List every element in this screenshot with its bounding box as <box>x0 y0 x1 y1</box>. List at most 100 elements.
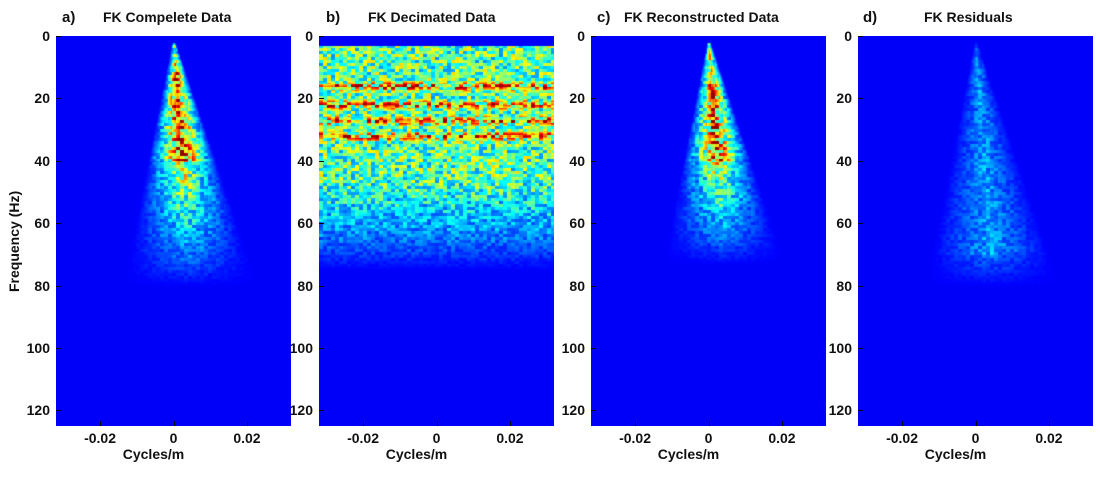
y-tick-mark <box>319 348 324 349</box>
panel-letter: a) <box>62 9 76 26</box>
heatmap-plot-area <box>319 36 554 426</box>
x-tick-mark <box>902 421 904 426</box>
y-tick-label: 60 <box>836 215 852 232</box>
y-tick-mark <box>591 98 596 100</box>
chart-title: FK Residuals <box>924 9 1013 25</box>
y-tick-label: 100 <box>289 340 313 356</box>
y-tick-label: 40 <box>34 152 50 169</box>
x-tick-mark <box>781 421 783 426</box>
y-tick-label: 80 <box>836 277 852 294</box>
heatmap-image <box>858 36 1093 426</box>
y-tick-mark <box>858 410 863 412</box>
heatmap-image <box>56 36 291 426</box>
y-tick-mark <box>591 348 596 349</box>
x-tick-mark <box>1048 421 1050 426</box>
y-tick-label: 20 <box>569 90 585 107</box>
y-tick-mark <box>319 98 324 100</box>
y-tick-label: 80 <box>569 277 585 294</box>
y-tick-label: 20 <box>836 90 852 107</box>
y-tick-mark <box>319 410 324 412</box>
chart-title: FK Compelete Data <box>103 9 232 25</box>
y-tick-label: 20 <box>297 90 313 107</box>
chart-title: FK Decimated Data <box>368 9 496 25</box>
y-tick-mark <box>591 36 596 37</box>
y-tick-mark <box>858 36 863 37</box>
y-tick-mark <box>56 36 61 37</box>
y-tick-label: 100 <box>26 340 50 356</box>
y-tick-mark <box>319 285 324 287</box>
y-tick-label: 60 <box>34 215 50 232</box>
y-tick-mark <box>858 223 863 225</box>
heatmap-image <box>319 36 554 426</box>
x-tick-label: -0.02 <box>347 430 380 446</box>
x-tick-mark <box>363 421 365 426</box>
y-tick-mark <box>858 98 863 100</box>
y-tick-label: 100 <box>561 340 585 356</box>
y-tick-label: 0 <box>844 28 852 44</box>
y-tick-label: 120 <box>828 402 852 419</box>
y-tick-mark <box>858 348 863 349</box>
x-tick-label: 0.02 <box>768 430 796 446</box>
x-tick-label: -0.02 <box>84 430 117 446</box>
y-tick-label: 40 <box>569 152 585 169</box>
y-tick-label: 120 <box>26 402 50 419</box>
y-tick-mark <box>56 285 61 287</box>
y-tick-mark <box>319 36 324 37</box>
y-tick-mark <box>858 160 863 162</box>
x-tick-mark <box>975 421 977 426</box>
y-tick-label: 80 <box>297 277 313 294</box>
y-tick-mark <box>591 160 596 162</box>
x-tick-label: -0.02 <box>619 430 652 446</box>
y-tick-label: 40 <box>836 152 852 169</box>
y-tick-mark <box>319 160 324 162</box>
x-tick-mark <box>436 421 438 426</box>
heatmap-image <box>591 36 826 426</box>
x-tick-label: 0 <box>169 430 178 446</box>
x-tick-mark <box>509 421 511 426</box>
y-tick-label: 120 <box>561 402 585 419</box>
x-tick-label: -0.02 <box>886 430 919 446</box>
y-tick-label: 20 <box>34 90 50 107</box>
x-tick-label: 0.02 <box>1035 430 1063 446</box>
y-tick-mark <box>56 410 61 412</box>
y-tick-mark <box>56 348 61 349</box>
y-tick-mark <box>56 160 61 162</box>
y-tick-label: 100 <box>828 340 852 356</box>
panel-letter: b) <box>326 9 341 26</box>
y-tick-label: 120 <box>289 402 313 419</box>
y-tick-label: 40 <box>297 152 313 169</box>
chart-title: FK Reconstructed Data <box>624 9 779 25</box>
x-tick-label: 0 <box>432 430 441 446</box>
heatmap-plot-area <box>591 36 826 426</box>
y-tick-mark <box>591 410 596 412</box>
y-tick-label: 0 <box>577 28 585 44</box>
y-tick-label: 60 <box>569 215 585 232</box>
x-tick-label: 0 <box>704 430 713 446</box>
x-tick-label: 0 <box>971 430 980 446</box>
heatmap-plot-area <box>858 36 1093 426</box>
y-tick-label: 80 <box>34 277 50 294</box>
x-axis-label: Cycles/m <box>122 446 185 462</box>
panel-letter: c) <box>597 9 611 26</box>
x-tick-mark <box>708 421 710 426</box>
x-axis-label: Cycles/m <box>657 446 720 462</box>
heatmap-plot-area <box>56 36 291 426</box>
y-tick-mark <box>319 223 324 225</box>
panel-letter: d) <box>863 9 878 26</box>
x-tick-mark <box>246 421 248 426</box>
y-tick-label: 0 <box>42 28 50 44</box>
x-tick-mark <box>173 421 175 426</box>
y-tick-label: 0 <box>305 28 313 44</box>
y-tick-mark <box>591 285 596 287</box>
y-tick-mark <box>591 223 596 225</box>
x-tick-mark <box>100 421 102 426</box>
x-tick-label: 0.02 <box>233 430 261 446</box>
x-tick-label: 0.02 <box>496 430 524 446</box>
y-tick-mark <box>858 285 863 287</box>
y-tick-mark <box>56 223 61 225</box>
x-axis-label: Cycles/m <box>924 446 987 462</box>
y-tick-mark <box>56 98 61 100</box>
x-tick-mark <box>635 421 637 426</box>
y-tick-label: 60 <box>297 215 313 232</box>
x-axis-label: Cycles/m <box>385 446 448 462</box>
